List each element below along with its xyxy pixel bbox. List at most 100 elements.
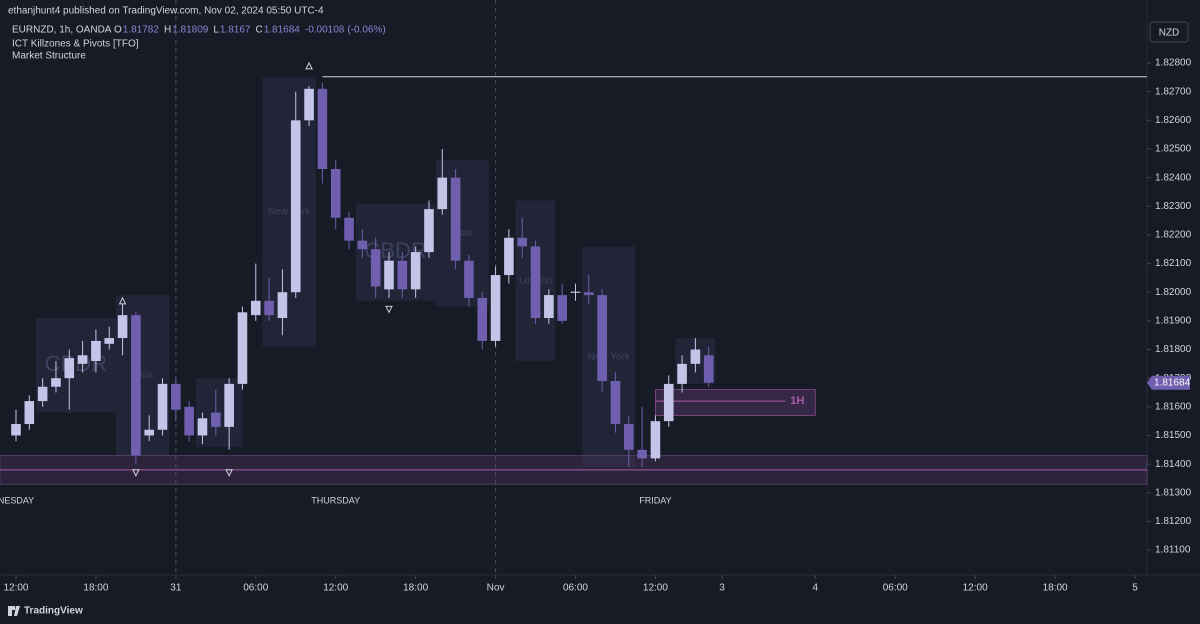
candle-body xyxy=(344,217,354,241)
candle-body xyxy=(530,246,541,319)
candle-body xyxy=(24,401,35,425)
candle-body xyxy=(51,378,61,387)
candle-body xyxy=(424,209,434,253)
candle-body xyxy=(37,386,48,402)
y-tick-label: 1.82800 xyxy=(1155,58,1192,69)
y-tick-label: 1.82300 xyxy=(1155,201,1192,212)
candle-body xyxy=(650,421,661,459)
session-box xyxy=(35,318,116,413)
ohlc-value: 1.8167 xyxy=(220,25,251,36)
x-tick-label: 12:00 xyxy=(643,583,668,594)
x-tick-label: 31 xyxy=(170,583,182,594)
candle-body xyxy=(211,412,221,427)
candle-body xyxy=(677,363,687,384)
candle-body xyxy=(104,338,115,344)
session-label: New York xyxy=(588,351,631,362)
candle-body xyxy=(91,340,101,361)
pivot-marker xyxy=(118,296,127,305)
candle-body xyxy=(384,260,394,290)
candle-body xyxy=(450,177,461,261)
session-label: Asia xyxy=(453,228,473,239)
candle-body xyxy=(477,297,488,341)
candle-body xyxy=(117,315,128,339)
candle-body xyxy=(171,383,181,410)
candle-body xyxy=(144,429,154,436)
candle-body xyxy=(237,312,248,384)
x-tick-label: 3 xyxy=(719,583,725,594)
x-tick-label: 12:00 xyxy=(963,583,988,594)
pivot-marker xyxy=(132,469,140,477)
candle-body xyxy=(77,355,88,364)
y-tick-label: 1.81100 xyxy=(1155,545,1191,556)
currency[interactable]: NZD xyxy=(1159,28,1180,39)
candle-body xyxy=(197,418,208,436)
y-tick-label: 1.81600 xyxy=(1155,401,1192,412)
pivot-marker xyxy=(385,305,393,314)
candle-body xyxy=(224,383,234,427)
candle-body xyxy=(584,292,594,296)
x-tick-label: 06:00 xyxy=(563,583,588,594)
candle-body xyxy=(330,169,341,218)
candle-body xyxy=(157,383,168,430)
candle-body xyxy=(557,295,567,321)
session-label: New York xyxy=(268,207,311,218)
ohlc-key: L xyxy=(213,25,219,36)
indicator: Market Structure xyxy=(12,51,86,62)
candle-body xyxy=(277,292,288,319)
fvg-box xyxy=(655,389,816,416)
candle-body xyxy=(64,358,75,379)
y-tick-label: 1.82500 xyxy=(1155,144,1192,155)
day-label: FRIDAY xyxy=(639,495,671,505)
x-tick-label: 18:00 xyxy=(83,583,108,594)
candle-body xyxy=(131,315,141,456)
candle-body xyxy=(544,295,554,319)
indicator: ICT Killzones & Pivots [TFO] xyxy=(12,39,139,50)
candle-body xyxy=(597,295,607,382)
candle-body xyxy=(304,88,314,121)
candle-body xyxy=(317,88,328,170)
x-tick-label: 4 xyxy=(813,583,819,594)
symbol: EURNZD, 1h, OANDA xyxy=(12,25,112,36)
x-tick-label: 06:00 xyxy=(243,583,268,594)
currency-box[interactable] xyxy=(1149,21,1189,43)
x-tick-label: 12:00 xyxy=(323,583,348,594)
y-tick-label: 1.81200 xyxy=(1155,516,1192,527)
session-label: Asia xyxy=(133,370,153,381)
day-label: NESDAY xyxy=(0,495,34,505)
candle-body xyxy=(250,300,261,316)
ohlc-value: 1.81684 xyxy=(264,25,301,36)
x-tick-label: 06:00 xyxy=(883,583,908,594)
y-tick-label: 1.82200 xyxy=(1155,230,1192,241)
tv-logo xyxy=(8,606,20,616)
ohlc-key: H xyxy=(164,25,171,36)
x-tick-label: 12:00 xyxy=(3,583,28,594)
pivot-marker xyxy=(305,61,313,70)
candle-body xyxy=(623,424,634,450)
x-tick-label: 18:00 xyxy=(1043,583,1068,594)
candle-body xyxy=(184,406,194,436)
candle-body xyxy=(610,381,621,425)
candle-body xyxy=(437,177,448,210)
y-tick-label: 1.82400 xyxy=(1155,172,1192,183)
candle-body xyxy=(290,120,301,293)
candle-body xyxy=(490,275,501,341)
x-tick-label: 5 xyxy=(1132,583,1138,594)
candle-body xyxy=(264,300,274,316)
y-tick-label: 1.82600 xyxy=(1155,115,1192,126)
y-tick-label: 1.82700 xyxy=(1155,86,1192,97)
candle-body xyxy=(397,260,408,290)
ohlc-legend: O 1.81782 H 1.81809 L 1.8167 C 1.81684 -0.00108(… xyxy=(114,25,386,36)
y-tick-label: 1.81900 xyxy=(1155,316,1192,327)
fvg-label: 1H xyxy=(790,395,804,407)
session-box xyxy=(355,203,436,301)
candle-body xyxy=(410,252,421,290)
candle-body xyxy=(570,291,581,293)
header: ethanjhunt4 published on TradingView.com… xyxy=(8,6,324,17)
x-tick-label: 18:00 xyxy=(403,583,428,594)
candle-body xyxy=(690,349,701,364)
candle-body xyxy=(11,424,21,436)
y-tick-label: 1.81300 xyxy=(1155,487,1192,498)
y-tick-label: 1.81800 xyxy=(1155,344,1192,355)
change-pct: (-0.06%) xyxy=(347,25,385,36)
